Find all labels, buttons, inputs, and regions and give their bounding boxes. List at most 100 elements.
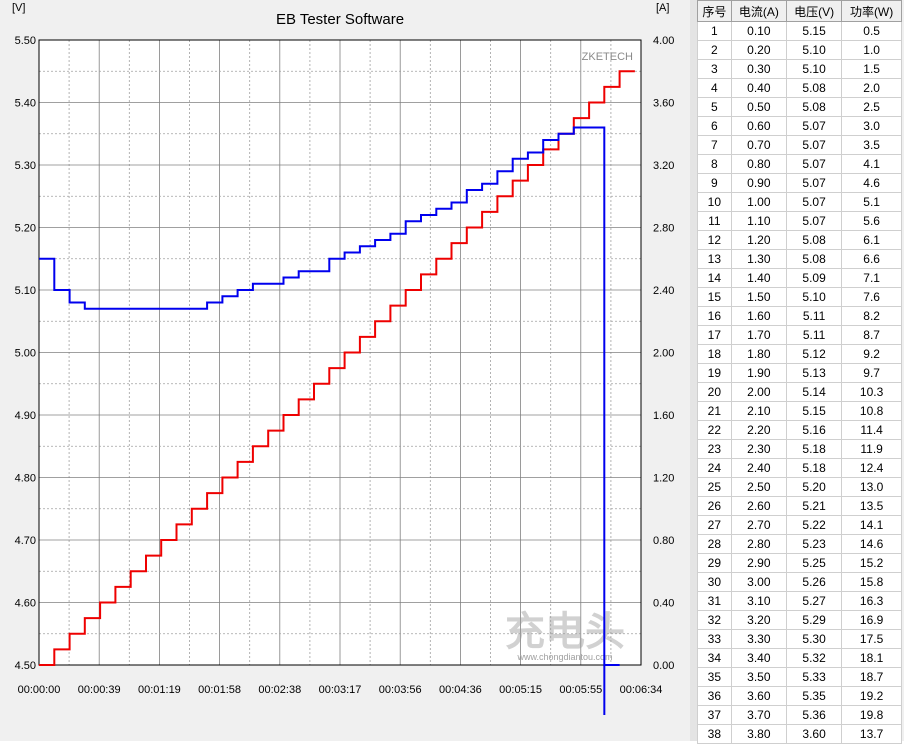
table-cell: 18.1: [841, 648, 902, 668]
table-cell: 3.50: [730, 667, 787, 687]
table-cell: 5.10: [785, 287, 843, 307]
table-row[interactable]: 3 0.30 5.10 1.5: [697, 59, 902, 79]
x-tick-label: 00:05:55: [559, 684, 602, 696]
table-row[interactable]: 6 0.60 5.07 3.0: [697, 116, 902, 136]
table-cell: 30: [697, 572, 732, 592]
table-cell: 5.10: [785, 40, 843, 60]
table-row[interactable]: 29 2.90 5.25 15.2: [697, 553, 902, 573]
chart-panel: 5.50 5.40 5.30 5.20 5.10 5.00 4.90 4.80 4.70 4.60…: [0, 0, 690, 741]
table-row[interactable]: 12 1.20 5.08 6.1: [697, 230, 902, 250]
table-row[interactable]: 4 0.40 5.08 2.0: [697, 78, 902, 98]
table-cell: 1.00: [730, 192, 787, 212]
zketech-watermark: ZKETECH: [582, 51, 633, 63]
table-row[interactable]: 27 2.70 5.22 14.1: [697, 515, 902, 535]
table-cell: 3.40: [730, 648, 787, 668]
table-cell: 10.8: [841, 401, 902, 421]
table-row[interactable]: 20 2.00 5.14 10.3: [697, 382, 902, 402]
table-cell: 19.2: [841, 686, 902, 706]
table-cell: 18.7: [841, 667, 902, 687]
table-cell: 4: [697, 78, 732, 98]
table-cell: 17: [697, 325, 732, 345]
y-tick-label-left: 5.50: [15, 35, 36, 47]
table-row[interactable]: 8 0.80 5.07 4.1: [697, 154, 902, 174]
table-cell: 5.30: [785, 629, 843, 649]
table-row[interactable]: 15 1.50 5.10 7.6: [697, 287, 902, 307]
table-cell: 3.10: [730, 591, 787, 611]
splitter[interactable]: [690, 0, 697, 741]
table-row[interactable]: 22 2.20 5.16 11.4: [697, 420, 902, 440]
table-row[interactable]: 17 1.70 5.11 8.7: [697, 325, 902, 345]
table-row[interactable]: 33 3.30 5.30 17.5: [697, 629, 902, 649]
table-cell: 23: [697, 439, 732, 459]
y-tick-label-right: 3.60: [653, 98, 674, 110]
table-cell: 5.07: [785, 173, 843, 193]
table-cell: 14.1: [841, 515, 902, 535]
table-cell: 5.08: [785, 78, 843, 98]
table-row[interactable]: 31 3.10 5.27 16.3: [697, 591, 902, 611]
table-cell: 1.90: [730, 363, 787, 383]
table-cell: 2.00: [730, 382, 787, 402]
table-cell: 2.0: [841, 78, 902, 98]
table-cell: 2.80: [730, 534, 787, 554]
table-cell: 24: [697, 458, 732, 478]
table-cell: 19.8: [841, 705, 902, 725]
table-row[interactable]: 38 3.80 3.60 13.7: [697, 724, 902, 744]
table-cell: 1.20: [730, 230, 787, 250]
table-header-cell[interactable]: 电压(V): [785, 0, 843, 22]
table-row[interactable]: 5 0.50 5.08 2.5: [697, 97, 902, 117]
table-header-cell[interactable]: 序号: [697, 0, 732, 22]
table-cell: 5.25: [785, 553, 843, 573]
table-row[interactable]: 23 2.30 5.18 11.9: [697, 439, 902, 459]
table-header-cell[interactable]: 电流(A): [730, 0, 787, 22]
x-tick-label: 00:04:36: [439, 684, 482, 696]
plot-frame: [38, 39, 642, 666]
table-cell: 9.7: [841, 363, 902, 383]
table-row[interactable]: 28 2.80 5.23 14.6: [697, 534, 902, 554]
table-row[interactable]: 18 1.80 5.12 9.2: [697, 344, 902, 364]
table-cell: 0.80: [730, 154, 787, 174]
table-cell: 5.07: [785, 211, 843, 231]
table-row[interactable]: 1 0.10 5.15 0.5: [697, 21, 902, 41]
table-row[interactable]: 26 2.60 5.21 13.5: [697, 496, 902, 516]
table-cell: 5.18: [785, 439, 843, 459]
table-row[interactable]: 7 0.70 5.07 3.5: [697, 135, 902, 155]
table-cell: 5.18: [785, 458, 843, 478]
table-cell: 10.3: [841, 382, 902, 402]
table-row[interactable]: 10 1.00 5.07 5.1: [697, 192, 902, 212]
table-cell: 29: [697, 553, 732, 573]
table-row[interactable]: 35 3.50 5.33 18.7: [697, 667, 902, 687]
table-row[interactable]: 32 3.20 5.29 16.9: [697, 610, 902, 630]
table-row[interactable]: 25 2.50 5.20 13.0: [697, 477, 902, 497]
table-row[interactable]: 34 3.40 5.32 18.1: [697, 648, 902, 668]
table-row[interactable]: 9 0.90 5.07 4.6: [697, 173, 902, 193]
table-row[interactable]: 14 1.40 5.09 7.1: [697, 268, 902, 288]
table-cell: 11.4: [841, 420, 902, 440]
table-cell: 5: [697, 97, 732, 117]
table-row[interactable]: 19 1.90 5.13 9.7: [697, 363, 902, 383]
table-cell: 33: [697, 629, 732, 649]
table-row[interactable]: 21 2.10 5.15 10.8: [697, 401, 902, 421]
table-row[interactable]: 37 3.70 5.36 19.8: [697, 705, 902, 725]
table-cell: 5.20: [785, 477, 843, 497]
table-cell: 11: [697, 211, 732, 231]
table-row[interactable]: 16 1.60 5.11 8.2: [697, 306, 902, 326]
table-row[interactable]: 11 1.10 5.07 5.6: [697, 211, 902, 231]
table-cell: 0.90: [730, 173, 787, 193]
table-row[interactable]: 24 2.40 5.18 12.4: [697, 458, 902, 478]
table-cell: 12.4: [841, 458, 902, 478]
table-header-cell[interactable]: 功率(W): [841, 0, 902, 22]
table-row[interactable]: 13 1.30 5.08 6.6: [697, 249, 902, 269]
x-tick-label: 00:01:58: [198, 684, 241, 696]
table-cell: 13: [697, 249, 732, 269]
table-cell: 1.80: [730, 344, 787, 364]
table-row[interactable]: 36 3.60 5.35 19.2: [697, 686, 902, 706]
table-cell: 1.10: [730, 211, 787, 231]
y-tick-label-right: 0.80: [653, 535, 674, 547]
table-cell: 21: [697, 401, 732, 421]
table-row[interactable]: 30 3.00 5.26 15.8: [697, 572, 902, 592]
table-cell: 15.2: [841, 553, 902, 573]
table-cell: 6.1: [841, 230, 902, 250]
table-cell: 3.0: [841, 116, 902, 136]
table-cell: 5.33: [785, 667, 843, 687]
table-row[interactable]: 2 0.20 5.10 1.0: [697, 40, 902, 60]
